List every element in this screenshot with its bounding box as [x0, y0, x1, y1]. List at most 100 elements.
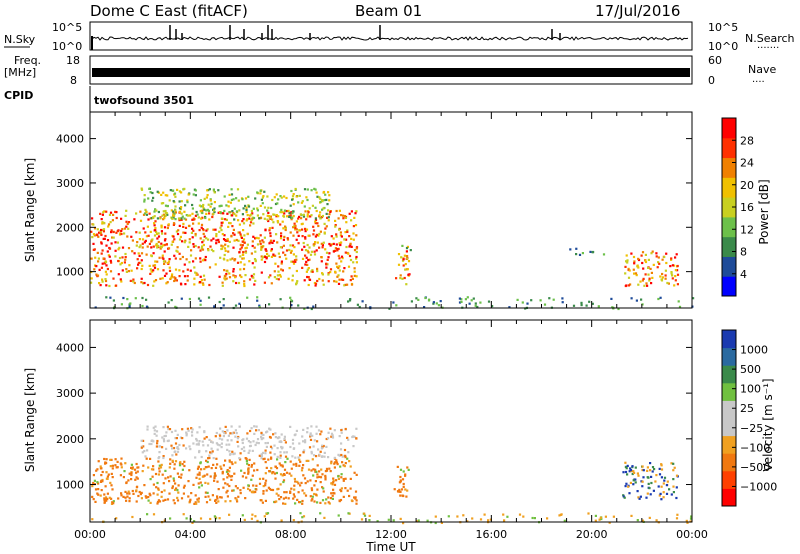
scatter-point	[210, 202, 213, 205]
scatter-point	[150, 442, 153, 446]
scatter-point	[212, 228, 215, 231]
scatter-point	[172, 200, 175, 203]
scatter-point	[275, 500, 278, 503]
scatter-point	[330, 492, 333, 495]
scatter-point	[352, 232, 355, 235]
scatter-point	[236, 487, 239, 490]
scatter-point	[125, 499, 128, 502]
scatter-point	[243, 263, 246, 266]
scatter-point	[213, 191, 216, 194]
scatter-point	[178, 475, 181, 478]
scatter-point	[270, 282, 273, 285]
scatter-point	[225, 239, 228, 242]
scatter-point	[624, 465, 627, 468]
scatter-point	[313, 250, 316, 253]
scatter-point	[254, 197, 257, 200]
scatter-point	[183, 187, 186, 190]
scatter-point	[242, 238, 246, 241]
scatter-point	[192, 243, 195, 246]
scatter-point	[246, 296, 249, 299]
scatter-point	[127, 247, 131, 250]
scatter-point	[313, 454, 316, 457]
scatter-point	[173, 467, 176, 470]
scatter-point	[269, 234, 272, 238]
scatter-point	[326, 216, 329, 219]
scatter-point	[575, 253, 578, 256]
scatter-point	[202, 239, 205, 242]
scatter-point	[126, 235, 129, 238]
colorbar-segment	[722, 157, 736, 178]
scatter-point	[213, 207, 216, 210]
scatter-point	[320, 430, 323, 433]
scatter-point	[147, 197, 150, 200]
scatter-point	[664, 274, 667, 277]
scatter-point	[223, 247, 227, 250]
scatter-point	[185, 432, 188, 435]
scatter-point	[622, 494, 625, 497]
scatter-point	[322, 207, 325, 210]
scatter-point	[350, 245, 353, 248]
scatter-point	[192, 218, 195, 221]
scatter-point	[402, 264, 405, 267]
scatter-point	[236, 188, 240, 191]
scatter-point	[633, 272, 636, 275]
scatter-point	[672, 462, 675, 465]
scatter-point	[667, 282, 670, 285]
scatter-point	[118, 256, 122, 260]
scatter-point	[153, 429, 156, 432]
scatter-point	[213, 201, 216, 204]
scatter-point	[302, 440, 305, 443]
scatter-point	[120, 280, 123, 283]
scatter-point	[156, 260, 159, 263]
scatter-point	[355, 246, 359, 249]
scatter-point	[194, 189, 197, 192]
scatter-point	[236, 440, 239, 443]
scatter-point	[97, 260, 100, 263]
scatter-point	[641, 480, 644, 483]
scatter-point	[225, 273, 228, 276]
scatter-point	[337, 254, 340, 257]
scatter-point	[193, 277, 196, 280]
scatter-point	[182, 444, 185, 447]
scatter-point	[301, 516, 304, 519]
scatter-point	[268, 242, 271, 245]
scatter-point	[292, 493, 295, 496]
scatter-point	[197, 222, 200, 225]
scatter-point	[600, 517, 603, 521]
scatter-point	[183, 275, 187, 278]
scatter-point	[224, 500, 227, 503]
scatter-point	[204, 259, 207, 262]
scatter-point	[170, 430, 174, 434]
scatter-point	[462, 514, 465, 517]
scatter-point	[135, 462, 138, 466]
scatter-point	[152, 468, 155, 471]
scatter-point	[316, 501, 319, 504]
scatter-point	[241, 198, 244, 201]
scatter-point	[198, 471, 201, 474]
scatter-point	[268, 427, 271, 430]
scatter-point	[154, 260, 157, 263]
scatter-point	[162, 191, 165, 194]
scatter-point	[319, 197, 322, 200]
scatter-point	[209, 199, 212, 202]
scatter-point	[238, 223, 241, 226]
scatter-point	[297, 491, 300, 494]
scatter-point	[272, 239, 275, 242]
scatter-point	[306, 198, 309, 202]
scatter-point	[274, 432, 277, 435]
scatter-point	[154, 227, 157, 230]
scatter-point	[303, 477, 307, 480]
scatter-point	[207, 465, 210, 468]
scatter-point	[406, 245, 409, 248]
scatter-point	[343, 238, 346, 241]
scatter-point	[185, 258, 188, 261]
scatter-point	[111, 488, 114, 491]
scatter-point	[319, 476, 323, 479]
scatter-point	[157, 460, 160, 463]
scatter-point	[205, 229, 208, 232]
scatter-point	[322, 487, 325, 490]
scatter-point	[295, 429, 298, 432]
scatter-point	[237, 231, 240, 234]
scatter-point	[325, 467, 329, 470]
scatter-point	[338, 278, 341, 281]
